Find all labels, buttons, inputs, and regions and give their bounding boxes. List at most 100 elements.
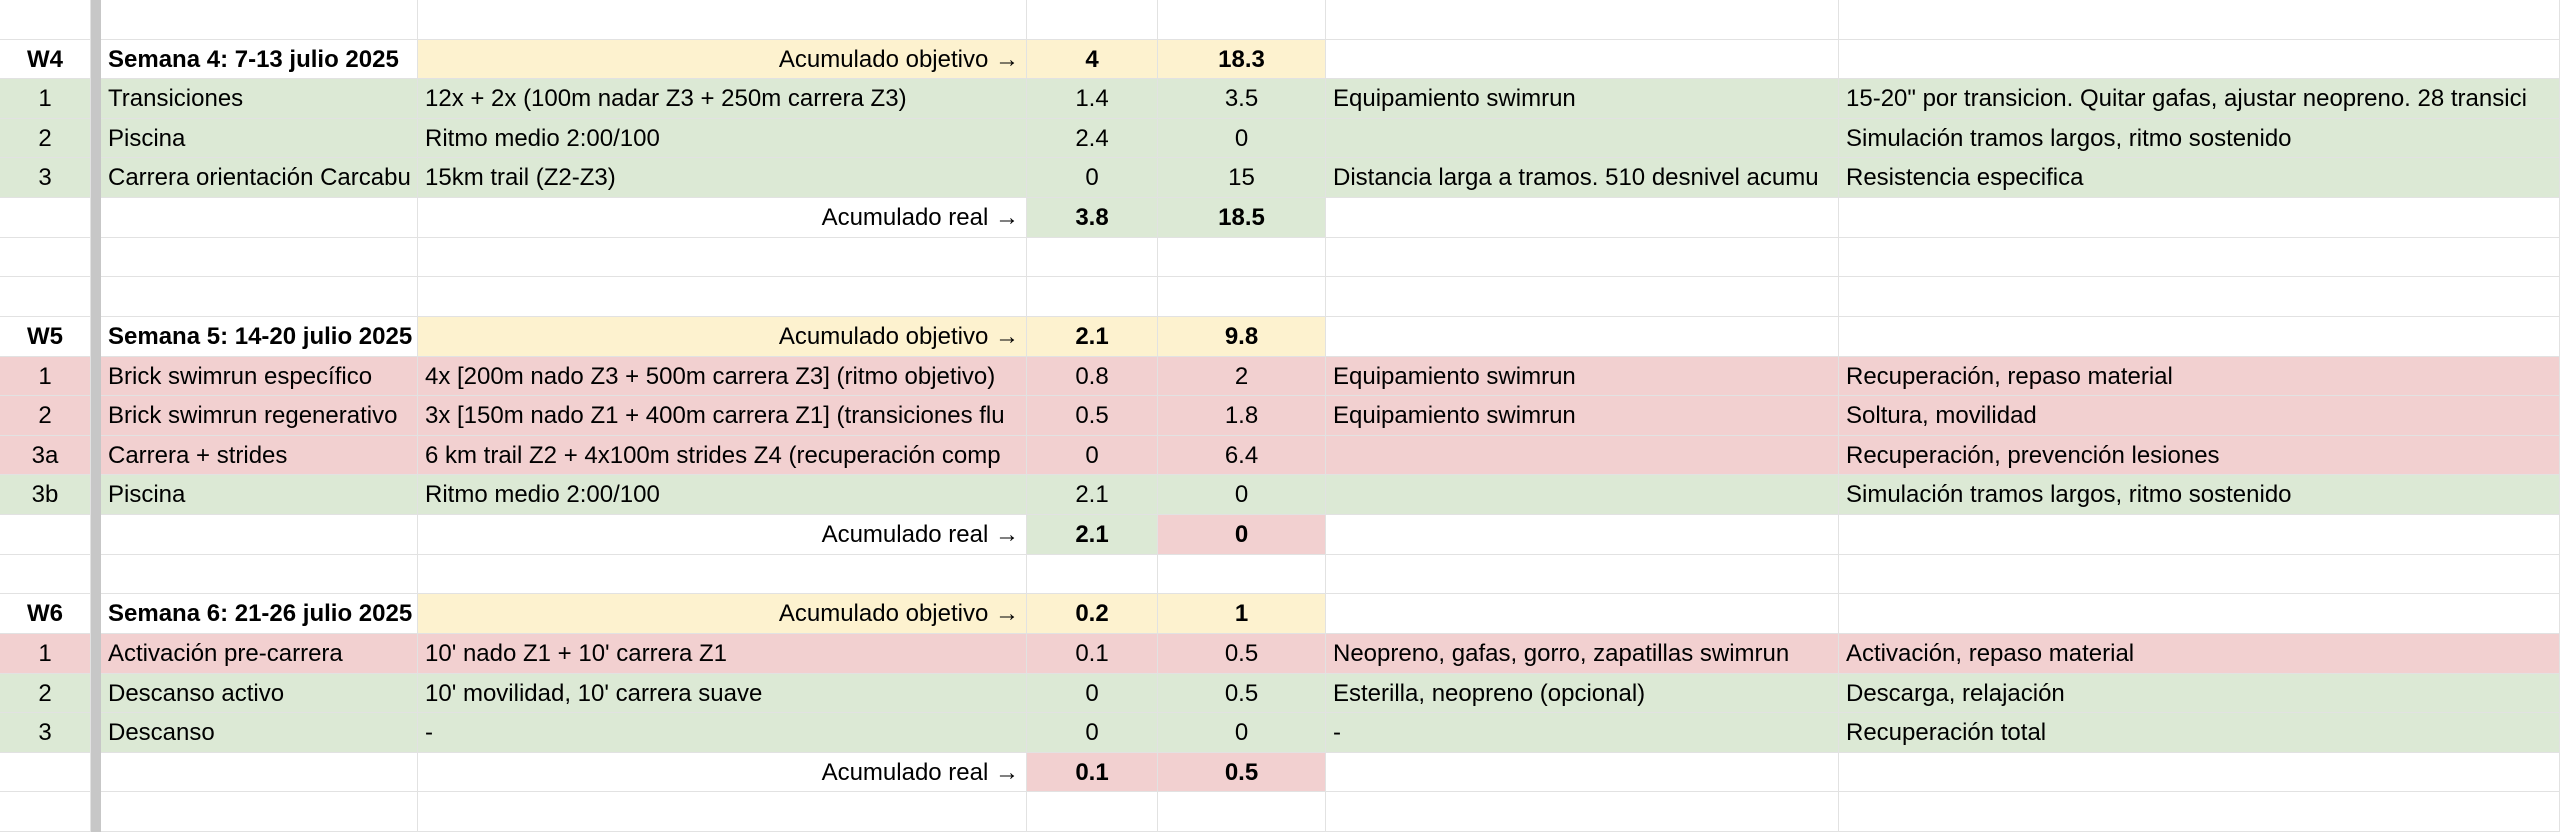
session-plan: Ritmo medio 2:00/100 bbox=[418, 475, 1027, 516]
empty-cell bbox=[1326, 792, 1839, 832]
swim-km: 2.4 bbox=[1027, 118, 1158, 159]
session-notes: Resistencia especifica bbox=[1839, 158, 2560, 199]
empty-cell bbox=[101, 198, 418, 238]
target-swim: 2.1 bbox=[1027, 316, 1158, 357]
session-gear: Distancia larga a tramos. 510 desnivel a… bbox=[1326, 158, 1839, 199]
session-notes: Simulación tramos largos, ritmo sostenid… bbox=[1839, 475, 2560, 516]
real-swim: 3.8 bbox=[1027, 198, 1158, 238]
swim-km: 0.1 bbox=[1027, 633, 1158, 674]
real-label: Acumulado real → bbox=[418, 515, 1027, 555]
session-plan: 15km trail (Z2-Z3) bbox=[418, 158, 1027, 199]
empty-cell bbox=[1027, 792, 1158, 832]
week-title: Semana 4: 7-13 julio 2025 bbox=[101, 39, 418, 80]
empty-cell bbox=[1158, 792, 1326, 832]
run-km: 1.8 bbox=[1158, 396, 1326, 436]
empty-cell bbox=[418, 237, 1027, 278]
session-name: Piscina bbox=[101, 118, 418, 159]
real-label: Acumulado real → bbox=[418, 198, 1027, 238]
empty-cell bbox=[1326, 198, 1839, 238]
empty-cell bbox=[418, 277, 1027, 317]
session-name: Piscina bbox=[101, 475, 418, 516]
target-swim: 0.2 bbox=[1027, 594, 1158, 634]
session-number: 3 bbox=[0, 158, 91, 199]
real-swim: 0.1 bbox=[1027, 752, 1158, 793]
empty-cell bbox=[0, 277, 91, 317]
session-gear bbox=[1326, 435, 1839, 476]
empty-cell bbox=[101, 792, 418, 832]
empty-cell bbox=[1839, 0, 2560, 40]
target-run: 18.3 bbox=[1158, 39, 1326, 80]
empty-cell bbox=[101, 0, 418, 40]
run-km: 2 bbox=[1158, 356, 1326, 397]
empty-cell bbox=[418, 0, 1027, 40]
session-name: Carrera + strides bbox=[101, 435, 418, 476]
empty-cell bbox=[1839, 515, 2560, 555]
session-gear: Equipamiento swimrun bbox=[1326, 79, 1839, 119]
session-plan: Ritmo medio 2:00/100 bbox=[418, 118, 1027, 159]
real-run: 0.5 bbox=[1158, 752, 1326, 793]
week-id: W6 bbox=[0, 594, 91, 634]
real-run: 0 bbox=[1158, 515, 1326, 555]
empty-cell bbox=[1326, 0, 1839, 40]
session-plan: 3x [150m nado Z1 + 400m carrera Z1] (tra… bbox=[418, 396, 1027, 436]
session-notes: Recuperación, prevención lesiones bbox=[1839, 435, 2560, 476]
target-label: Acumulado objetivo → bbox=[418, 39, 1027, 80]
session-name: Descanso bbox=[101, 713, 418, 753]
empty-cell bbox=[101, 515, 418, 555]
empty-cell bbox=[0, 0, 91, 40]
empty-cell bbox=[1326, 752, 1839, 793]
session-name: Carrera orientación Carcabu bbox=[101, 158, 418, 199]
empty-cell bbox=[1839, 554, 2560, 595]
empty-cell bbox=[1326, 316, 1839, 357]
empty-cell bbox=[418, 792, 1027, 832]
empty-cell bbox=[1158, 237, 1326, 278]
week-title: Semana 6: 21-26 julio 2025 bbox=[101, 594, 418, 634]
empty-cell bbox=[1158, 0, 1326, 40]
session-gear: - bbox=[1326, 713, 1839, 753]
run-km: 0 bbox=[1158, 475, 1326, 516]
real-run: 18.5 bbox=[1158, 198, 1326, 238]
session-notes: Recuperación total bbox=[1839, 713, 2560, 753]
target-label: Acumulado objetivo → bbox=[418, 594, 1027, 634]
empty-cell bbox=[418, 554, 1027, 595]
target-label: Acumulado objetivo → bbox=[418, 316, 1027, 357]
session-plan: 12x + 2x (100m nadar Z3 + 250m carrera Z… bbox=[418, 79, 1027, 119]
session-gear: Equipamiento swimrun bbox=[1326, 396, 1839, 436]
session-plan: 10' movilidad, 10' carrera suave bbox=[418, 673, 1027, 714]
session-notes: Simulación tramos largos, ritmo sostenid… bbox=[1839, 118, 2560, 159]
session-gear: Equipamiento swimrun bbox=[1326, 356, 1839, 397]
session-notes: Descarga, relajación bbox=[1839, 673, 2560, 714]
empty-cell bbox=[1326, 515, 1839, 555]
session-name: Brick swimrun específico bbox=[101, 356, 418, 397]
target-run: 9.8 bbox=[1158, 316, 1326, 357]
empty-cell bbox=[101, 277, 418, 317]
session-name: Activación pre-carrera bbox=[101, 633, 418, 674]
empty-cell bbox=[0, 554, 91, 595]
session-number: 2 bbox=[0, 118, 91, 159]
run-km: 0.5 bbox=[1158, 633, 1326, 674]
session-gear bbox=[1326, 475, 1839, 516]
session-plan: 6 km trail Z2 + 4x100m strides Z4 (recup… bbox=[418, 435, 1027, 476]
session-gear bbox=[1326, 118, 1839, 159]
run-km: 15 bbox=[1158, 158, 1326, 199]
swim-km: 1.4 bbox=[1027, 79, 1158, 119]
session-number: 1 bbox=[0, 633, 91, 674]
target-run: 1 bbox=[1158, 594, 1326, 634]
run-km: 6.4 bbox=[1158, 435, 1326, 476]
frozen-column-divider bbox=[91, 0, 101, 832]
swim-km: 0 bbox=[1027, 713, 1158, 753]
session-gear: Neopreno, gafas, gorro, zapatillas swimr… bbox=[1326, 633, 1839, 674]
session-gear: Esterilla, neopreno (opcional) bbox=[1326, 673, 1839, 714]
week-id: W5 bbox=[0, 316, 91, 357]
run-km: 0.5 bbox=[1158, 673, 1326, 714]
empty-cell bbox=[1839, 198, 2560, 238]
session-number: 3 bbox=[0, 713, 91, 753]
week-title: Semana 5: 14-20 julio 2025 bbox=[101, 316, 418, 357]
empty-cell bbox=[1158, 277, 1326, 317]
empty-cell bbox=[1839, 752, 2560, 793]
swim-km: 0.5 bbox=[1027, 396, 1158, 436]
session-number: 2 bbox=[0, 396, 91, 436]
session-name: Brick swimrun regenerativo bbox=[101, 396, 418, 436]
swim-km: 0 bbox=[1027, 435, 1158, 476]
